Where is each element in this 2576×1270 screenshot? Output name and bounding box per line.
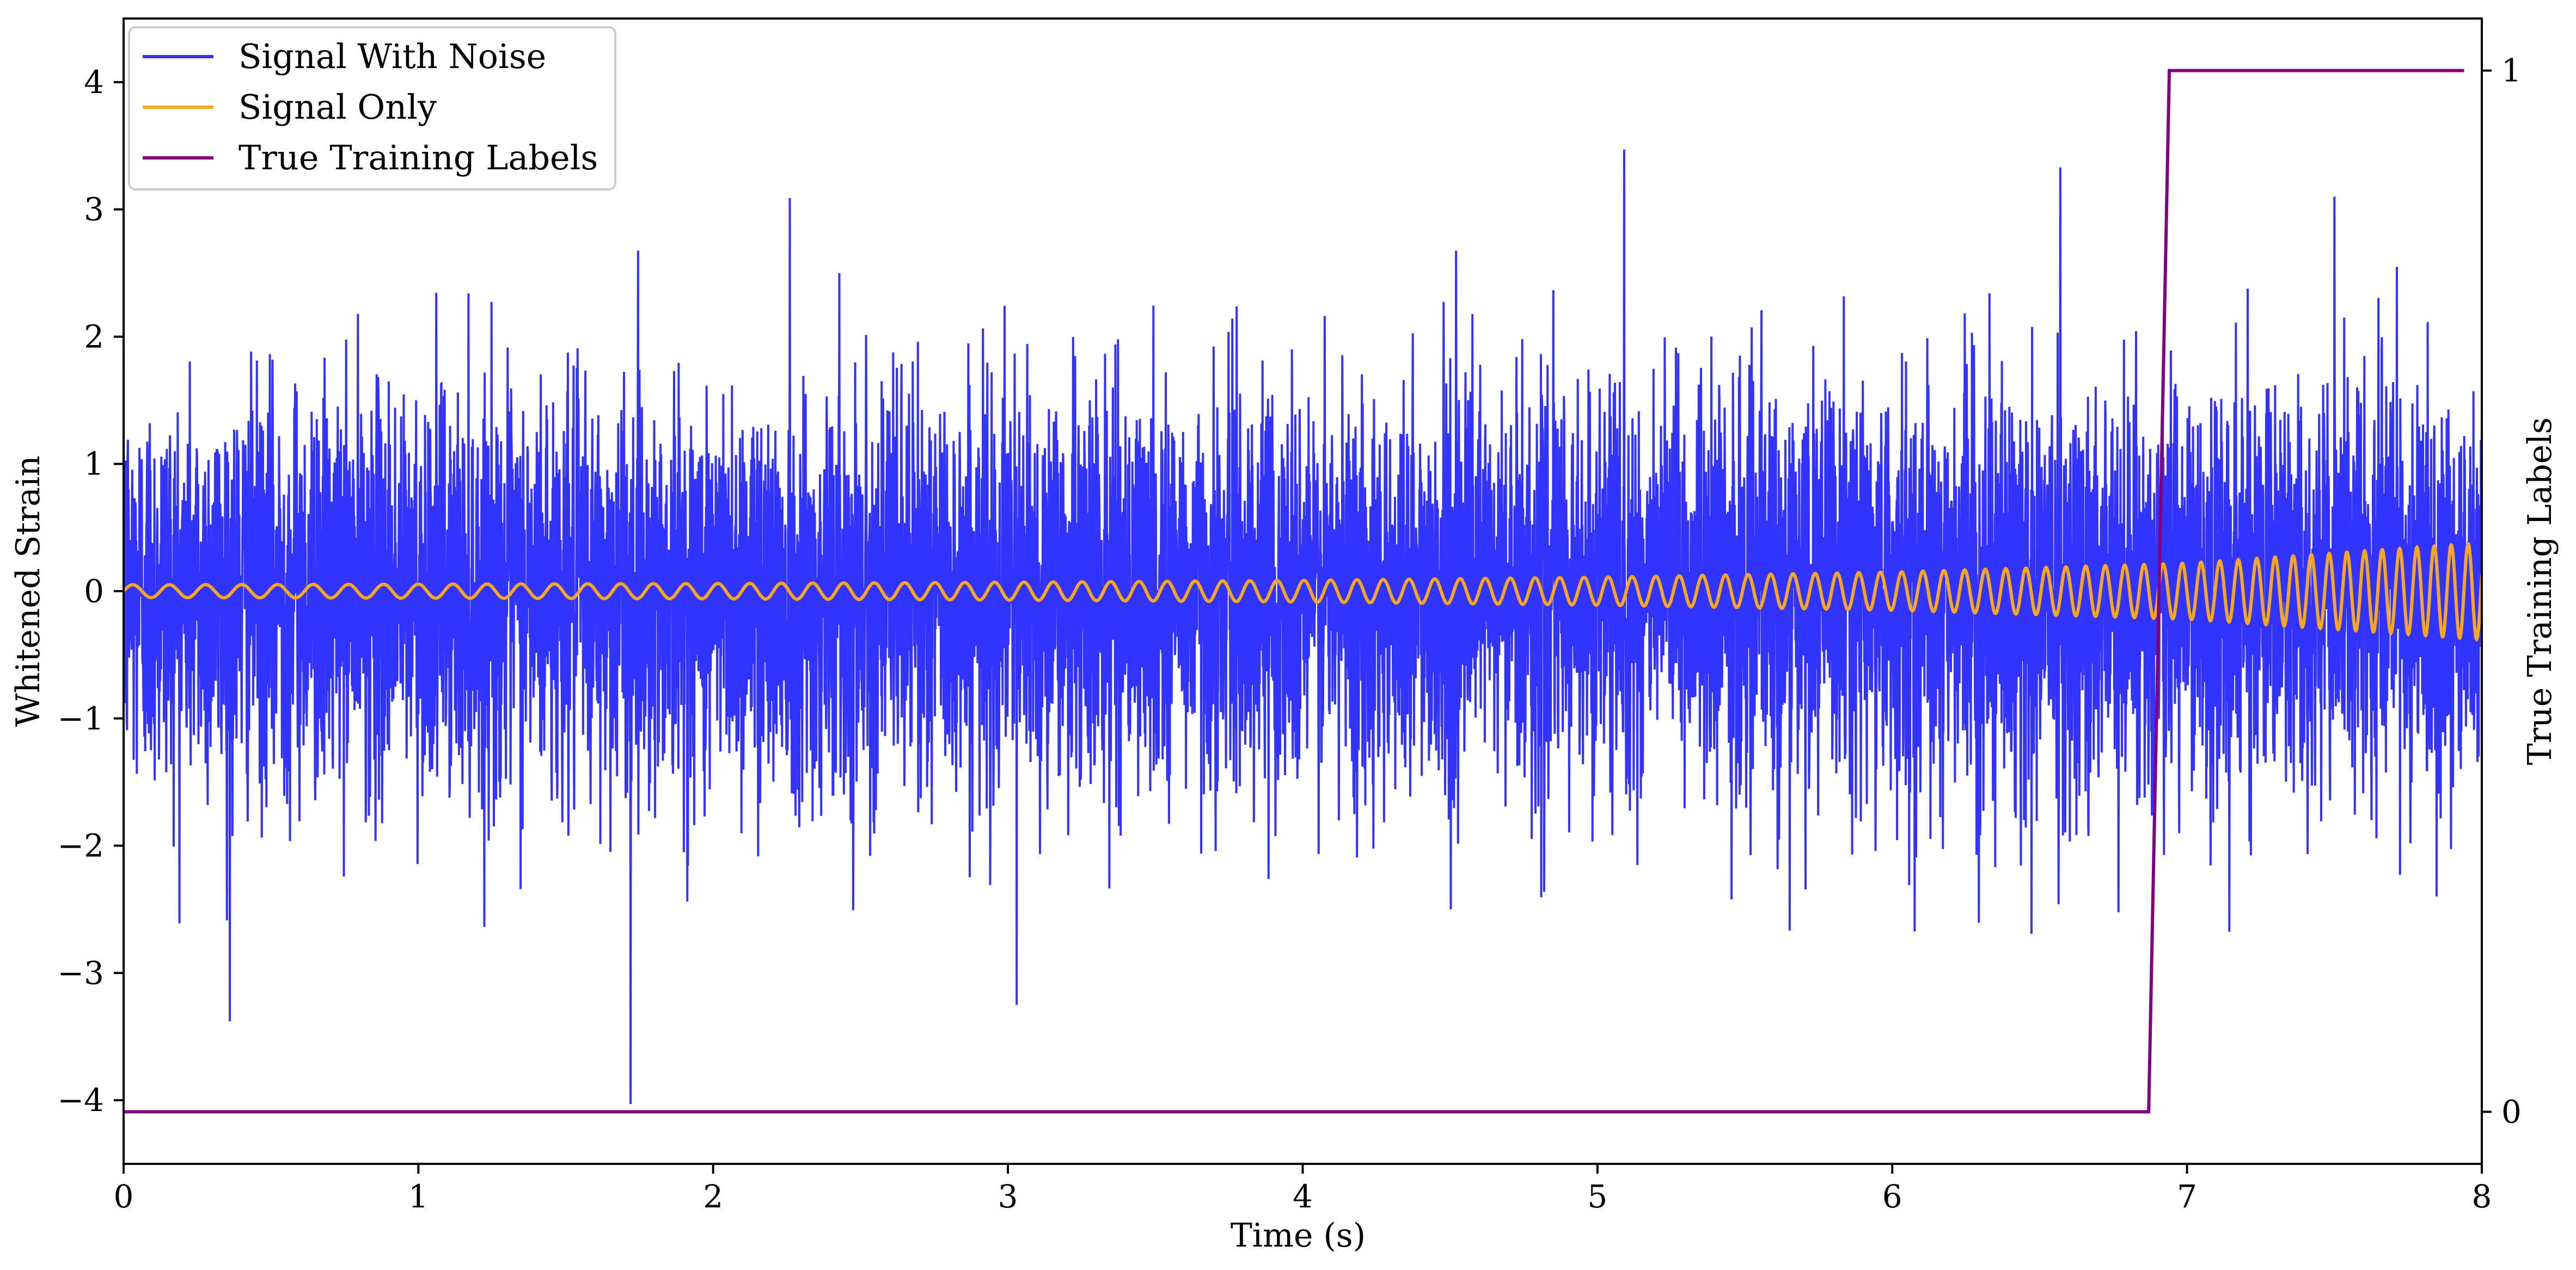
y-tick-label: 3	[84, 191, 104, 228]
x-tick-label: 3	[998, 1178, 1018, 1215]
series-line-signal-with-noise	[124, 149, 2482, 1105]
legend-box	[128, 26, 616, 191]
y-axis-left: −4 −3 −2 −1 0 1 2 3 4	[58, 64, 124, 1119]
y-axis-right: 01	[2482, 52, 2522, 1130]
y-tick-label: 4	[84, 64, 104, 101]
x-tick-label: 8	[2472, 1178, 2492, 1215]
y-axis-label: Whitened Strain	[9, 456, 47, 727]
y-tick-label: 2	[84, 318, 104, 355]
x-tick-label: 6	[1882, 1178, 1902, 1215]
y-tick-label: 1	[84, 445, 104, 482]
x-tick-label: 5	[1587, 1178, 1607, 1215]
x-tick-label: 0	[114, 1178, 134, 1215]
y-tick-label: −3	[58, 954, 105, 991]
y2-tick-label: 0	[2501, 1093, 2522, 1130]
x-axis-label: Time (s)	[1231, 1217, 1366, 1255]
y2-axis-label: True Training Labels	[2521, 417, 2559, 765]
series-line-true-training-labels	[124, 69, 2464, 1114]
legend-label-signal-with-noise: Signal With Noise	[238, 36, 546, 76]
x-tick-label: 1	[408, 1178, 429, 1215]
plot-area	[124, 69, 2482, 1114]
legend-label-true-training-labels: True Training Labels	[238, 138, 598, 177]
y-tick-label: −2	[58, 827, 105, 864]
y2-tick-label: 1	[2501, 52, 2522, 89]
x-tick-label: 2	[703, 1178, 723, 1215]
legend: Signal With Noise Signal Only True Train…	[128, 26, 616, 191]
x-tick-label: 7	[2177, 1178, 2197, 1215]
x-axis: 0 1 2 3 4 5 6 7 8	[114, 1164, 2492, 1215]
y-tick-label: 0	[84, 573, 104, 610]
legend-label-signal-only: Signal Only	[238, 87, 437, 127]
x-tick-label: 4	[1293, 1178, 1313, 1215]
y-tick-label: −1	[58, 700, 105, 737]
series-line-signal-only	[124, 542, 2482, 642]
y-tick-label: −4	[58, 1082, 105, 1119]
